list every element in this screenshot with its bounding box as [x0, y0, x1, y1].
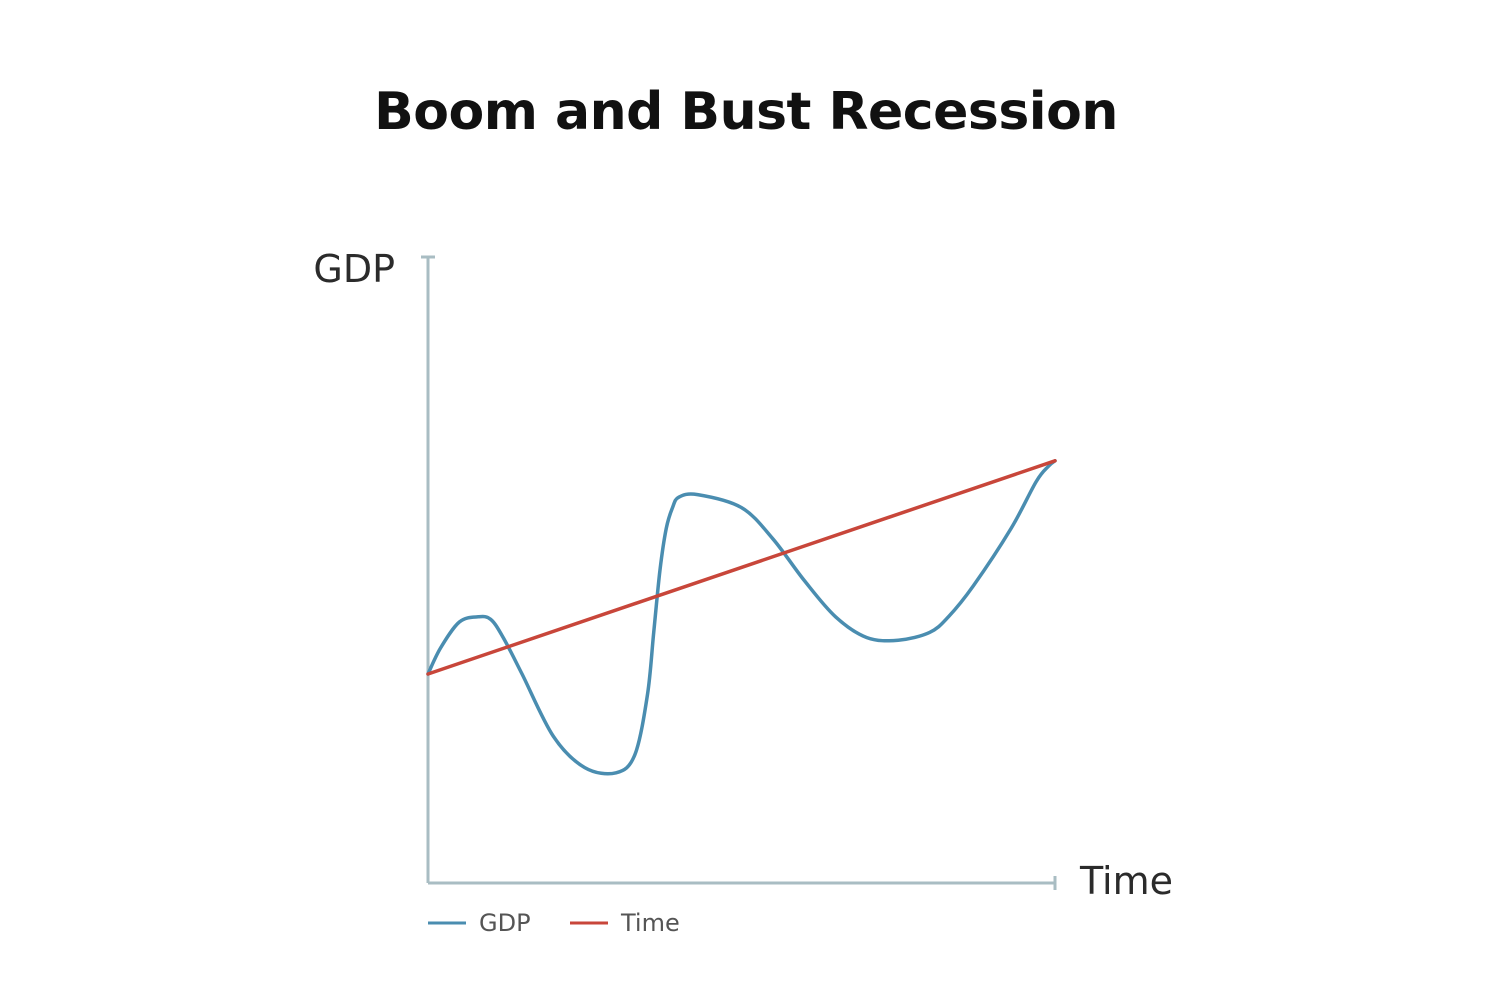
axes: [421, 255, 1057, 890]
x-axis-label: Time: [1079, 859, 1173, 903]
series-line-gdp: [426, 459, 1057, 776]
chart-title: Boom and Bust Recession: [374, 82, 1118, 142]
legend-label-time: Time: [620, 909, 680, 937]
legend-label-gdp: GDP: [479, 909, 531, 937]
series-layer: [426, 459, 1057, 776]
legend: GDP Time: [428, 909, 680, 937]
y-axis-label: GDP: [313, 247, 395, 291]
series-line-time: [426, 459, 1057, 676]
